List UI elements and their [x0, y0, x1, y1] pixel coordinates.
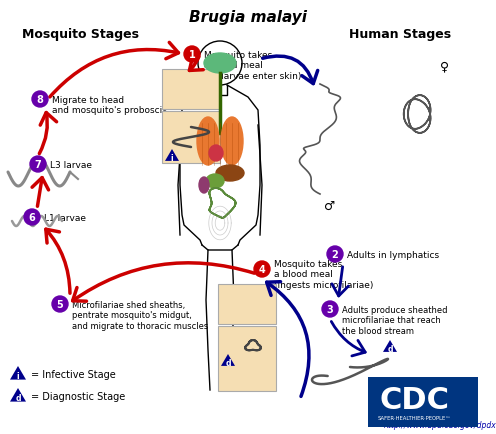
Polygon shape: [10, 388, 26, 402]
Text: d: d: [15, 393, 21, 402]
Text: Adults in lymphatics: Adults in lymphatics: [347, 250, 439, 260]
Text: Human Stages: Human Stages: [349, 28, 451, 41]
FancyBboxPatch shape: [368, 377, 478, 427]
Text: http://www.dpd.cdc.gov/dpdx: http://www.dpd.cdc.gov/dpdx: [383, 420, 496, 429]
Text: d: d: [387, 344, 393, 353]
Text: Mosquito takes
a blood meal
(ingests microfilariae): Mosquito takes a blood meal (ingests mic…: [274, 260, 373, 289]
Ellipse shape: [206, 174, 224, 188]
Text: d: d: [225, 358, 231, 367]
Text: 8: 8: [37, 95, 44, 105]
Text: L3 larvae: L3 larvae: [50, 161, 92, 170]
Ellipse shape: [216, 166, 244, 181]
Circle shape: [184, 47, 200, 63]
Text: i: i: [171, 153, 173, 162]
Polygon shape: [10, 366, 26, 380]
Text: Mosquito takes
a blood meal
(L3 larvae enter skin): Mosquito takes a blood meal (L3 larvae e…: [204, 51, 302, 81]
Text: = Infective Stage: = Infective Stage: [31, 369, 116, 379]
Ellipse shape: [204, 54, 236, 74]
Text: 7: 7: [35, 160, 41, 170]
FancyBboxPatch shape: [218, 284, 276, 324]
Text: Mosquito Stages: Mosquito Stages: [21, 28, 138, 41]
Text: Adults produce sheathed
microfilariae that reach
the blood stream: Adults produce sheathed microfilariae th…: [342, 305, 447, 335]
Ellipse shape: [197, 118, 219, 166]
Circle shape: [30, 157, 46, 173]
Polygon shape: [383, 340, 397, 352]
Text: ♂: ♂: [324, 200, 336, 213]
Circle shape: [254, 261, 270, 277]
Text: ♀: ♀: [440, 60, 449, 73]
Text: 2: 2: [332, 250, 338, 260]
Text: Brugia malayi: Brugia malayi: [189, 10, 307, 25]
Text: 1: 1: [188, 50, 195, 60]
FancyBboxPatch shape: [162, 70, 220, 110]
Text: = Diagnostic Stage: = Diagnostic Stage: [31, 391, 125, 401]
Circle shape: [52, 296, 68, 312]
Ellipse shape: [199, 178, 209, 194]
Ellipse shape: [209, 146, 223, 161]
Text: 5: 5: [57, 299, 63, 309]
Text: CDC: CDC: [379, 385, 449, 414]
Circle shape: [24, 210, 40, 226]
Text: 4: 4: [258, 264, 265, 274]
Circle shape: [32, 92, 48, 108]
Text: Microfilariae shed sheaths,
pentrate mosquito's midgut,
and migrate to thoracic : Microfilariae shed sheaths, pentrate mos…: [72, 300, 208, 330]
FancyBboxPatch shape: [218, 326, 276, 391]
Text: SAFER·HEALTHIER·PEOPLE™: SAFER·HEALTHIER·PEOPLE™: [377, 415, 451, 421]
Polygon shape: [165, 150, 179, 161]
Ellipse shape: [221, 118, 243, 166]
Text: i: i: [17, 371, 19, 380]
Circle shape: [327, 247, 343, 263]
Text: 6: 6: [29, 213, 35, 223]
Circle shape: [322, 301, 338, 317]
Text: L1 larvae: L1 larvae: [44, 214, 86, 223]
Polygon shape: [221, 354, 235, 366]
Text: 3: 3: [327, 304, 333, 314]
FancyBboxPatch shape: [162, 112, 220, 164]
Text: Migrate to head
and mosquito's proboscis: Migrate to head and mosquito's proboscis: [52, 96, 167, 115]
